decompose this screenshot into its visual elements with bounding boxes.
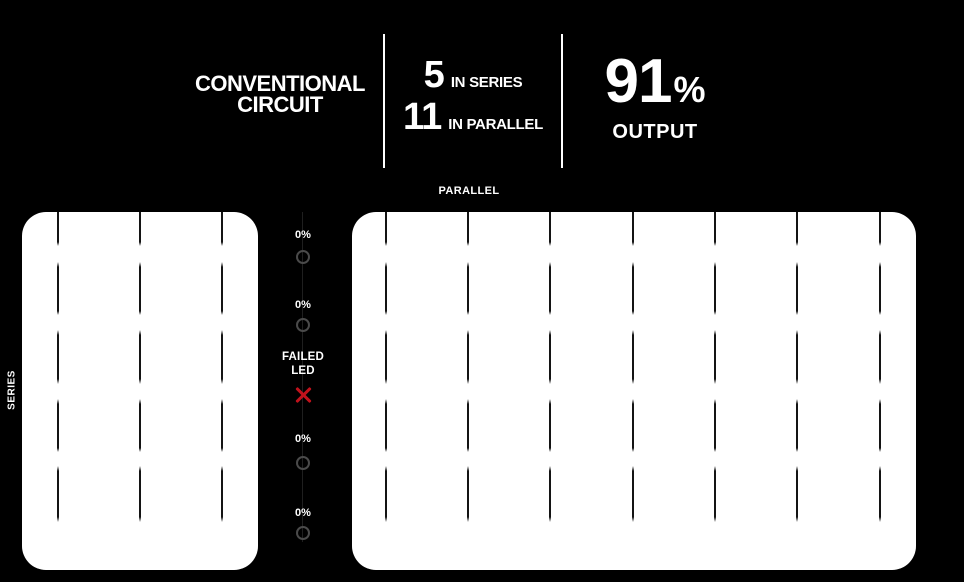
output-percent-sign: % <box>673 69 706 110</box>
output-label: OUTPUT <box>612 121 698 143</box>
parallel-spec-row: 11 IN PARALLEL <box>384 96 562 142</box>
output-stat: 91 % OUTPUT <box>575 47 735 143</box>
led-string-line <box>139 212 141 522</box>
led-string-line <box>57 212 59 522</box>
led-string-line <box>549 212 551 522</box>
led-string-line <box>385 212 387 522</box>
circuit-title-line1: CONVENTIONAL <box>195 71 366 96</box>
right-led-panel <box>352 212 916 570</box>
series-count: 5 <box>423 54 445 96</box>
output-percent-row: 91 % <box>575 47 735 119</box>
header-divider-right <box>561 34 563 168</box>
led-circle-icon-1 <box>296 250 310 264</box>
parallel-count: 11 <box>403 96 442 138</box>
led-string-line <box>221 212 223 522</box>
parallel-axis-label: PARALLEL <box>438 185 500 197</box>
led-string-line <box>467 212 469 522</box>
output-value: 91 <box>604 47 673 116</box>
led-string-line <box>879 212 881 522</box>
failed-led-label: FAILED LED <box>271 350 335 378</box>
zero-output-label-3: 0% <box>295 433 311 445</box>
circuit-title: CONVENTIONAL CIRCUIT <box>183 71 377 117</box>
zero-output-label-1: 0% <box>295 229 311 241</box>
header-divider-left <box>383 34 385 168</box>
led-circle-icon-2 <box>296 318 310 332</box>
led-circle-icon-4 <box>296 526 310 540</box>
series-axis-label: SERIES <box>6 370 18 410</box>
zero-output-label-4: 0% <box>295 507 311 519</box>
circuit-title-line2: CIRCUIT <box>237 92 323 117</box>
failed-led-label-line2: LED <box>291 365 315 377</box>
zero-output-label-2: 0% <box>295 299 311 311</box>
led-string-line <box>714 212 716 522</box>
failed-string-connector-line <box>302 212 303 542</box>
circuit-specs: 5 IN SERIES 11 IN PARALLEL <box>384 54 562 142</box>
led-circle-icon-3 <box>296 456 310 470</box>
led-string-line <box>796 212 798 522</box>
failed-led-x-icon <box>294 386 312 404</box>
led-string-line <box>632 212 634 522</box>
series-count-label: IN SERIES <box>450 74 523 91</box>
failed-led-label-line1: FAILED <box>281 351 325 363</box>
parallel-count-label: IN PARALLEL <box>448 116 543 133</box>
series-spec-row: 5 IN SERIES <box>384 54 562 100</box>
